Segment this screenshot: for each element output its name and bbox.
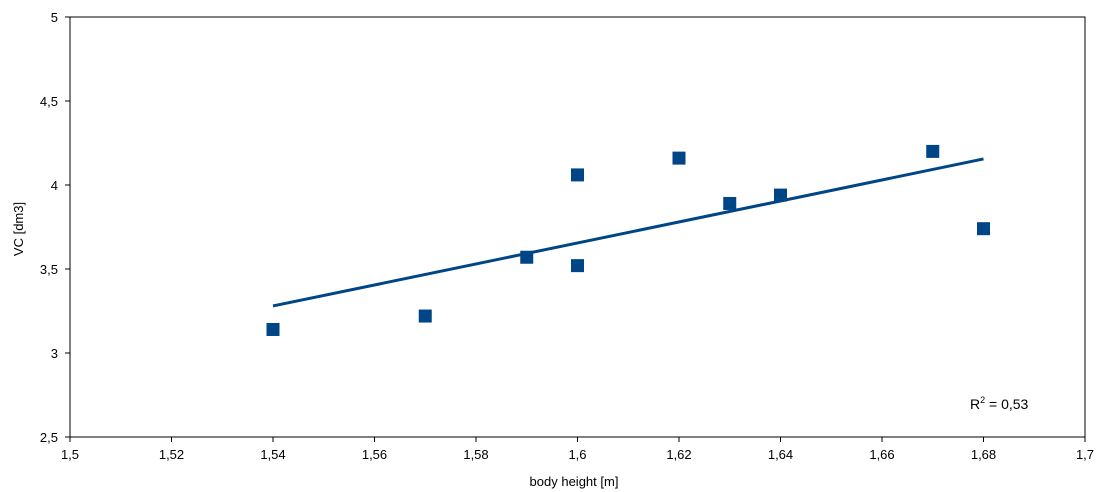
data-point [977,222,990,236]
y-tick-label: 4 [51,178,58,193]
x-tick-label: 1,5 [61,447,79,462]
data-point [520,250,534,264]
x-tick-labels: 1,5 1,52 1,54 1,56 1,58 1,6 1,62 1,64 1,66 1,68 1,… [61,447,1094,462]
x-tick-label: 1,68 [971,447,996,462]
x-tick-label: 1,62 [666,447,691,462]
data-point [266,322,280,336]
data-point [571,168,584,182]
x-tick-label: 1,66 [869,447,894,462]
y-axis-title: VC [dm3] [11,202,26,256]
trendline-group [272,157,984,308]
x-tick-label: 1,64 [768,447,793,462]
r-squared-label: R [970,396,980,412]
data-point [672,151,686,165]
x-tick-label: 1,7 [1076,447,1094,462]
data-point [723,196,737,210]
x-tick-label: 1,6 [568,447,586,462]
tick-marks [65,16,1086,442]
data-point [571,259,584,273]
y-tick-label: 3,5 [40,262,58,277]
data-point [418,309,432,323]
trendline [272,157,984,308]
x-axis-title: body height [m] [530,474,619,489]
x-tick-label: 1,52 [159,447,184,462]
y-tick-label: 4,5 [40,94,58,109]
x-tick-label: 1,56 [362,447,387,462]
axes [69,16,1086,438]
y-tick-label: 5 [51,10,58,25]
y-tick-labels: 2,5 3 3,5 4 4,5 5 [40,10,58,445]
x-tick-label: 1,58 [463,447,488,462]
y-tick-label: 2,5 [40,430,58,445]
y-tick-label: 3 [51,346,58,361]
data-point [774,188,787,202]
plot-area-frame [69,16,1086,438]
r-squared-annotation: R2 = 0,53 [970,395,1029,412]
r-squared-superscript: 2 [980,395,985,405]
r-squared-value: = 0,53 [985,396,1028,412]
data-point [926,144,940,158]
data-points [266,144,990,336]
x-tick-label: 1,54 [260,447,285,462]
